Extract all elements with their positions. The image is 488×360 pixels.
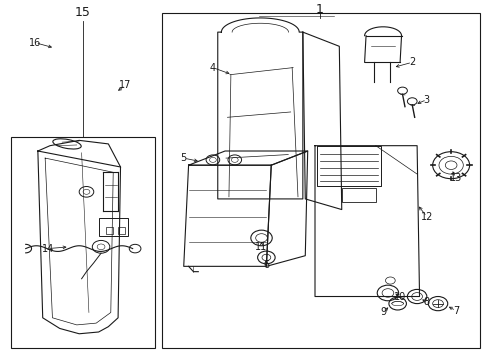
Text: 5: 5: [180, 153, 186, 163]
Text: 15: 15: [75, 6, 91, 19]
Bar: [106, 227, 113, 234]
Text: 4: 4: [209, 63, 216, 73]
Bar: [11, 137, 154, 348]
Text: 16: 16: [29, 38, 41, 48]
Bar: [341, 188, 375, 202]
Text: 12: 12: [420, 212, 432, 222]
Text: 7: 7: [452, 306, 458, 316]
Bar: [162, 13, 479, 348]
Bar: [118, 227, 125, 234]
Text: 14: 14: [41, 244, 54, 253]
Text: 13: 13: [449, 173, 461, 183]
Text: 6: 6: [263, 260, 269, 270]
Text: 11: 11: [255, 242, 267, 252]
Text: 3: 3: [423, 95, 429, 104]
Text: 9: 9: [379, 307, 386, 318]
Text: 1: 1: [315, 3, 323, 15]
Text: 17: 17: [119, 80, 131, 90]
Text: 2: 2: [408, 57, 414, 67]
Text: 8: 8: [423, 297, 429, 307]
Text: 10: 10: [393, 292, 406, 302]
Bar: [99, 219, 127, 236]
